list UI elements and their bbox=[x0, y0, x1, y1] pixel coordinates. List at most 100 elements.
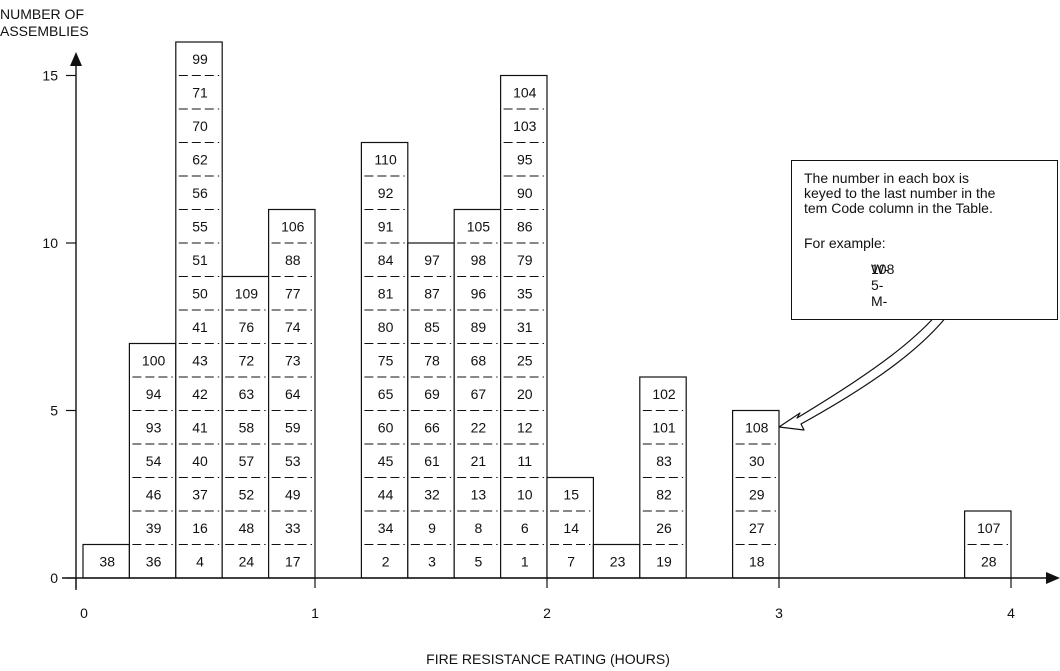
bar-item-label: 49 bbox=[285, 486, 301, 502]
bar-item-label: 41 bbox=[192, 419, 208, 435]
x-axis-label: FIRE RESISTANCE RATING (HOURS) bbox=[426, 651, 670, 667]
bar: 38 bbox=[82, 543, 131, 579]
bar-item-label: 87 bbox=[424, 285, 440, 301]
x-tick-label: 3 bbox=[775, 605, 783, 621]
bar-item-label: 66 bbox=[424, 419, 440, 435]
bar-item-label: 46 bbox=[146, 486, 162, 502]
bars: 38 36394654939410041637404142434150515556… bbox=[82, 41, 1012, 579]
bar-item-label: 13 bbox=[471, 486, 487, 502]
y-tick-label: 10 bbox=[42, 235, 58, 251]
bar-item-label: 54 bbox=[146, 453, 162, 469]
bar-item-label: 103 bbox=[513, 118, 537, 134]
bar-item-label: 48 bbox=[239, 520, 255, 536]
bar-outline bbox=[82, 543, 131, 579]
bar-item-label: 3 bbox=[428, 553, 436, 569]
bar-item-label: 70 bbox=[192, 118, 208, 134]
bar-item-label: 77 bbox=[285, 285, 301, 301]
bar-item-label: 105 bbox=[467, 218, 491, 234]
bar-item-label: 9 bbox=[428, 520, 436, 536]
bar-item-label: 88 bbox=[285, 252, 301, 268]
bar-item-label: 43 bbox=[192, 352, 208, 368]
bar-item-label: 31 bbox=[517, 319, 533, 335]
bar-item-label: 98 bbox=[471, 252, 487, 268]
bar-item-label: 29 bbox=[749, 486, 765, 502]
annotation-text: The number in each box is keyed to the l… bbox=[804, 170, 996, 216]
bar-item-label: 19 bbox=[656, 553, 672, 569]
bar-item-label: 55 bbox=[192, 218, 208, 234]
bar-item-label: 35 bbox=[517, 285, 533, 301]
bar-item-label: 63 bbox=[239, 386, 255, 402]
bar-item-label: 27 bbox=[749, 520, 765, 536]
bar-item-label: 108 bbox=[745, 419, 769, 435]
x-tick-label: 4 bbox=[1007, 605, 1015, 621]
bar: 2 34 44 45 60 65 75 80 81 84 91 92 110 bbox=[360, 141, 409, 579]
bar-item-label: 45 bbox=[378, 453, 394, 469]
x-tick-label: 0 bbox=[80, 605, 88, 621]
bar-item-label: 79 bbox=[517, 252, 533, 268]
bar-item-label: 65 bbox=[378, 386, 394, 402]
bar-item-label: 37 bbox=[192, 486, 208, 502]
annotation-box: The number in each box is keyed to the l… bbox=[791, 160, 1058, 320]
bar-item-label: 2 bbox=[382, 553, 390, 569]
bar-item-label: 25 bbox=[517, 352, 533, 368]
bar-item-label: 23 bbox=[610, 553, 626, 569]
x-tick-label: 2 bbox=[543, 605, 551, 621]
bar-item-label: 104 bbox=[513, 84, 537, 100]
bar-item-label: 85 bbox=[424, 319, 440, 335]
bar-item-label: 38 bbox=[99, 553, 115, 569]
bar-item-label: 15 bbox=[563, 486, 579, 502]
bar-item-label: 1 bbox=[521, 553, 529, 569]
bar-item-label: 8 bbox=[475, 520, 483, 536]
bar-item-label: 83 bbox=[656, 453, 672, 469]
bar: 17 33 49 53 59 64 73 74 77 88 106 bbox=[268, 208, 316, 579]
bar-item-label: 92 bbox=[378, 185, 394, 201]
y-axis-label: NUMBER OF ASSEMBLIES bbox=[0, 6, 89, 39]
x-axis-arrowhead bbox=[1046, 572, 1060, 584]
bar-item-label: 78 bbox=[424, 352, 440, 368]
bar-item-label: 89 bbox=[471, 319, 487, 335]
annotation-example-prefix: W-5-M- bbox=[871, 261, 889, 309]
bar-item-label: 11 bbox=[518, 453, 533, 469]
y-tick-label: 0 bbox=[50, 570, 58, 586]
annotation-example-code: 108 bbox=[871, 261, 895, 277]
bar: 7 14 15 bbox=[546, 476, 595, 579]
bar-item-label: 58 bbox=[239, 419, 255, 435]
bar-item-label: 97 bbox=[424, 252, 440, 268]
bar-item-label: 42 bbox=[192, 386, 208, 402]
bar-item-label: 71 bbox=[192, 84, 208, 100]
annotation-example: W-5-M- 108 bbox=[871, 261, 895, 309]
bar-item-label: 26 bbox=[656, 520, 672, 536]
bar-item-label: 32 bbox=[424, 486, 440, 502]
bar-item-label: 28 bbox=[981, 553, 997, 569]
bar-item-label: 101 bbox=[652, 419, 676, 435]
y-tick-label: 5 bbox=[50, 403, 58, 419]
bar-outline bbox=[268, 208, 316, 579]
bar-item-label: 4 bbox=[196, 553, 204, 569]
bar: 5 8 13 21 22 67 68 89 96 98 105 bbox=[453, 208, 502, 579]
bar-item-label: 5 bbox=[475, 553, 483, 569]
bar-item-label: 62 bbox=[192, 151, 208, 167]
bar-item-label: 30 bbox=[749, 453, 765, 469]
bar-item-label: 90 bbox=[517, 185, 533, 201]
bar: 19 26 82 83 101 102 bbox=[639, 376, 687, 579]
x-tick-label: 1 bbox=[311, 605, 319, 621]
bar-item-label: 56 bbox=[192, 185, 208, 201]
bar-item-label: 107 bbox=[977, 520, 1001, 536]
bar-outline bbox=[500, 74, 548, 579]
bar: 3 9 32 61 66 69 78 85 87 97 bbox=[407, 242, 455, 579]
bar-item-label: 99 bbox=[192, 51, 208, 67]
bar-item-label: 10 bbox=[517, 486, 533, 502]
y-tick-label: 15 bbox=[42, 68, 58, 84]
bar-item-label: 52 bbox=[239, 486, 255, 502]
bar-outline bbox=[453, 208, 502, 579]
bar-item-label: 100 bbox=[142, 352, 166, 368]
bar-outline bbox=[546, 476, 595, 579]
bar-item-label: 17 bbox=[285, 553, 301, 569]
bar-item-label: 16 bbox=[192, 520, 208, 536]
bar-item-label: 59 bbox=[285, 419, 301, 435]
bar-item-label: 68 bbox=[471, 352, 487, 368]
bar-outline bbox=[360, 141, 409, 579]
bar-item-label: 74 bbox=[285, 319, 301, 335]
bar-item-label: 20 bbox=[517, 386, 533, 402]
bar-item-label: 94 bbox=[146, 386, 162, 402]
